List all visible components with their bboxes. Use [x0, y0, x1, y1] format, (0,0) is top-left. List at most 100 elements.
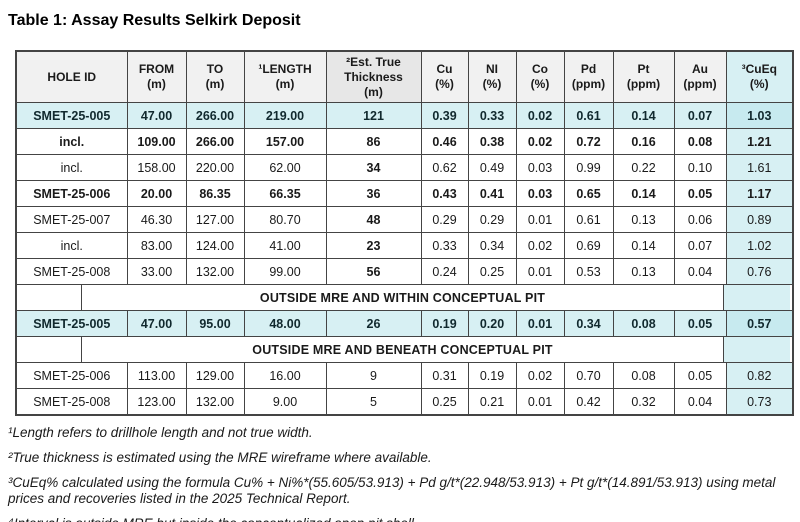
cell-cueq: 1.17	[725, 180, 794, 207]
table-body: SMET-25-005 47.00 266.00 219.00 121 0.39 0.33 0…	[15, 102, 794, 416]
column-header-cueq: ³CuEq (%)	[725, 50, 794, 103]
cell-pt: 0.14	[612, 232, 675, 259]
cell-est-true-thickness: 5	[325, 388, 422, 416]
cell-length: 80.70	[243, 206, 327, 233]
cell-pt: 0.13	[612, 258, 675, 285]
cell-pt: 0.14	[612, 102, 675, 129]
cell-ni: 0.29	[467, 206, 517, 233]
cell-to: 220.00	[185, 154, 245, 181]
cell-au: 0.05	[673, 310, 727, 337]
table-row: SMET-25-005 47.00 266.00 219.00 121 0.39 0.33 0…	[15, 102, 794, 129]
footnote-2: ²True thickness is estimated using the M…	[8, 449, 432, 465]
section-cueq-cell	[723, 337, 790, 362]
column-header-to: TO (m)	[185, 50, 245, 103]
cell-from: 158.00	[126, 154, 187, 181]
cell-est-true-thickness: 56	[325, 258, 422, 285]
column-header-co: Co (%)	[515, 50, 565, 103]
table-row: SMET-25-008 123.00 132.00 9.00 5 0.25 0.21 0.01…	[15, 388, 794, 416]
cell-cu: 0.33	[420, 232, 469, 259]
cell-cueq: 0.76	[725, 258, 794, 285]
cell-pd: 0.34	[563, 310, 614, 337]
footnotes: ¹Length refers to drillhole length and n…	[8, 425, 794, 522]
cell-length: 16.00	[243, 362, 327, 389]
cell-ni: 0.21	[467, 388, 517, 416]
cell-au: 0.10	[673, 154, 727, 181]
cell-ni: 0.20	[467, 310, 517, 337]
cell-cueq: 1.61	[725, 154, 794, 181]
section-header-row: OUTSIDE MRE AND WITHIN CONCEPTUAL PIT	[15, 284, 794, 311]
table-row: incl. 83.00 124.00 41.00 23 0.33 0.34 0.02 0.69 0…	[15, 232, 794, 259]
cell-ni: 0.25	[467, 258, 517, 285]
column-header-est-true-thickness: ²Est. True Thickness (m)	[325, 50, 422, 103]
cell-au: 0.05	[673, 362, 727, 389]
cell-cueq: 0.89	[725, 206, 794, 233]
section-cueq-cell	[723, 285, 790, 310]
cell-length: 48.00	[243, 310, 327, 337]
cell-hole-id: incl.	[15, 154, 128, 181]
cell-cu: 0.43	[420, 180, 469, 207]
cell-au: 0.08	[673, 128, 727, 155]
cell-length: 9.00	[243, 388, 327, 416]
cell-cueq: 1.03	[725, 102, 794, 129]
table-row: SMET-25-007 46.30 127.00 80.70 48 0.29 0.29 0.0…	[15, 206, 794, 233]
cell-cu: 0.31	[420, 362, 469, 389]
footnote-4: ⁴Interval is outside MRE but inside the …	[8, 516, 794, 522]
table-row: SMET-25-008 33.00 132.00 99.00 56 0.24 0.25 0.0…	[15, 258, 794, 285]
cell-pt: 0.22	[612, 154, 675, 181]
cell-co: 0.03	[515, 180, 565, 207]
cell-au: 0.04	[673, 258, 727, 285]
cell-from: 46.30	[126, 206, 187, 233]
table-header: HOLE ID FROM (m) TO (m) ¹LENGTH (m) ²Est. Tr…	[15, 50, 794, 103]
cell-cueq: 0.57	[725, 310, 794, 337]
cell-to: 127.00	[185, 206, 245, 233]
cell-est-true-thickness: 48	[325, 206, 422, 233]
cell-hole-id: SMET-25-008	[15, 388, 128, 416]
cell-pd: 0.69	[563, 232, 614, 259]
cell-co: 0.01	[515, 388, 565, 416]
cell-pt: 0.13	[612, 206, 675, 233]
column-header-from: FROM (m)	[126, 50, 187, 103]
cell-cueq: 1.02	[725, 232, 794, 259]
cell-from: 113.00	[126, 362, 187, 389]
cell-pd: 0.53	[563, 258, 614, 285]
column-header-cu: Cu (%)	[420, 50, 469, 103]
cell-est-true-thickness: 121	[325, 102, 422, 129]
column-header-hole-id: HOLE ID	[15, 50, 128, 103]
cell-from: 47.00	[126, 310, 187, 337]
cell-co: 0.01	[515, 310, 565, 337]
cell-pd: 0.61	[563, 102, 614, 129]
cell-from: 109.00	[126, 128, 187, 155]
cell-cu: 0.19	[420, 310, 469, 337]
page-title: Table 1: Assay Results Selkirk Deposit	[8, 12, 301, 29]
section-stub	[19, 337, 82, 362]
cell-to: 266.00	[185, 128, 245, 155]
cell-from: 20.00	[126, 180, 187, 207]
cell-cu: 0.46	[420, 128, 469, 155]
section-stub	[19, 285, 82, 310]
cell-to: 124.00	[185, 232, 245, 259]
cell-co: 0.01	[515, 206, 565, 233]
cell-cu: 0.62	[420, 154, 469, 181]
cell-pd: 0.65	[563, 180, 614, 207]
cell-au: 0.07	[673, 232, 727, 259]
cell-pt: 0.14	[612, 180, 675, 207]
cell-cueq: 0.73	[725, 388, 794, 416]
cell-to: 95.00	[185, 310, 245, 337]
cell-co: 0.02	[515, 362, 565, 389]
column-header-length: ¹LENGTH (m)	[243, 50, 327, 103]
page: { "title": "Table 1: Assay Results Selki…	[0, 12, 800, 522]
cell-cueq: 1.21	[725, 128, 794, 155]
cell-from: 47.00	[126, 102, 187, 129]
section-label: OUTSIDE MRE AND BENEATH CONCEPTUAL PIT	[252, 342, 553, 357]
cell-length: 41.00	[243, 232, 327, 259]
cell-length: 66.35	[243, 180, 327, 207]
cell-cu: 0.39	[420, 102, 469, 129]
cell-hole-id: SMET-25-005	[15, 102, 128, 129]
cell-ni: 0.49	[467, 154, 517, 181]
cell-hole-id: incl.	[15, 128, 128, 155]
cell-length: 99.00	[243, 258, 327, 285]
cell-au: 0.06	[673, 206, 727, 233]
cell-est-true-thickness: 34	[325, 154, 422, 181]
cell-hole-id: incl.	[15, 232, 128, 259]
cell-cueq: 0.82	[725, 362, 794, 389]
